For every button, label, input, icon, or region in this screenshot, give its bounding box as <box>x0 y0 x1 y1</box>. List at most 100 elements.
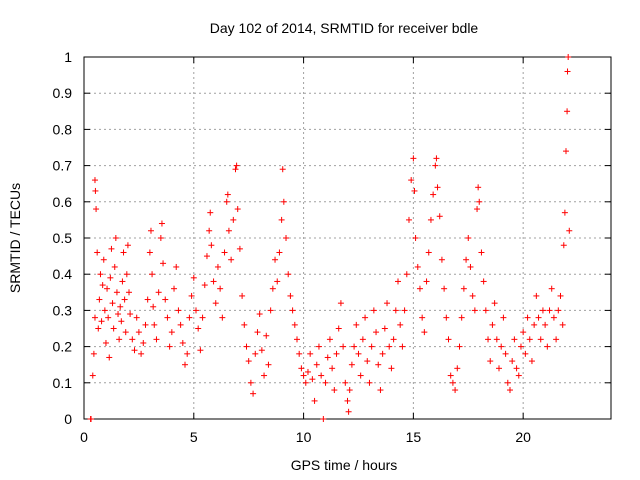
data-point <box>423 278 430 285</box>
data-point <box>105 314 112 321</box>
data-point <box>427 216 434 223</box>
data-point <box>302 379 309 386</box>
y-tick-label: 0.1 <box>53 375 73 391</box>
data-point <box>224 191 231 198</box>
data-point <box>298 365 305 372</box>
data-point <box>158 220 165 227</box>
data-point <box>219 314 226 321</box>
data-point <box>192 307 199 314</box>
data-point <box>285 271 292 278</box>
data-point <box>452 387 459 394</box>
data-point <box>485 336 492 343</box>
data-point <box>370 307 377 314</box>
data-point <box>381 325 388 332</box>
data-point <box>487 358 494 365</box>
data-point <box>368 343 375 350</box>
x-axis-label: GPS time / hours <box>291 457 398 473</box>
data-point <box>436 213 443 220</box>
data-point <box>515 372 522 379</box>
data-point <box>296 350 303 357</box>
data-point <box>146 249 153 256</box>
data-point <box>243 343 250 350</box>
data-point <box>311 397 318 404</box>
data-point <box>366 379 373 386</box>
data-point <box>447 372 454 379</box>
data-point <box>337 300 344 307</box>
y-tick-label: 0 <box>64 411 72 427</box>
data-point <box>307 350 314 357</box>
data-point <box>274 278 281 285</box>
plot-frame <box>83 56 612 420</box>
data-point <box>432 162 439 169</box>
data-point <box>278 216 285 223</box>
data-point <box>443 314 450 321</box>
data-point <box>489 321 496 328</box>
data-point <box>140 339 147 346</box>
y-axis-label: SRMTID / TECUs <box>7 183 23 293</box>
data-point <box>326 336 333 343</box>
data-point <box>500 314 507 321</box>
data-point <box>190 274 197 281</box>
data-point <box>340 343 347 350</box>
data-point <box>120 249 127 256</box>
data-point <box>186 314 193 321</box>
x-tick-label: 10 <box>296 429 312 445</box>
data-point <box>548 285 555 292</box>
axis-ticks: 00.10.20.30.40.50.60.70.80.910 5 10 15 20 <box>53 49 611 445</box>
data-point <box>206 227 213 234</box>
data-point <box>225 227 232 234</box>
data-point <box>232 166 239 173</box>
data-point <box>179 339 186 346</box>
data-point <box>153 336 160 343</box>
data-point <box>129 336 136 343</box>
data-point <box>90 350 97 357</box>
data-point <box>138 350 145 357</box>
data-point <box>182 361 189 368</box>
data-point <box>320 416 327 422</box>
data-point <box>544 343 551 350</box>
data-point <box>150 303 157 310</box>
data-point <box>433 155 440 162</box>
data-point <box>197 347 204 354</box>
data-point <box>300 372 307 379</box>
data-point <box>287 292 294 299</box>
data-point <box>195 325 202 332</box>
data-point <box>263 332 270 339</box>
data-point <box>265 361 272 368</box>
x-tick-label: 15 <box>406 429 422 445</box>
data-point <box>559 321 566 328</box>
data-point <box>359 336 366 343</box>
data-point <box>458 314 465 321</box>
data-point <box>254 329 261 336</box>
data-point <box>113 289 120 296</box>
data-point <box>475 184 482 191</box>
data-point <box>147 227 154 234</box>
data-point <box>517 343 524 350</box>
data-point <box>375 361 382 368</box>
data-point <box>203 253 210 260</box>
data-point <box>258 347 265 354</box>
data-point <box>335 325 342 332</box>
data-point <box>566 227 573 234</box>
data-point <box>272 256 279 263</box>
data-point <box>414 263 421 270</box>
data-point <box>460 285 467 292</box>
data-point <box>234 206 241 213</box>
data-point <box>504 379 511 386</box>
data-point <box>214 263 221 270</box>
data-point <box>528 358 535 365</box>
x-tick-label: 5 <box>190 429 198 445</box>
data-point <box>386 343 393 350</box>
data-point <box>239 292 246 299</box>
data-point <box>88 416 95 422</box>
data-point <box>313 361 320 368</box>
data-point <box>324 354 331 361</box>
data-point <box>482 307 489 314</box>
data-point <box>560 242 567 249</box>
data-point <box>502 350 509 357</box>
data-point <box>261 372 268 379</box>
data-point <box>315 343 322 350</box>
data-point <box>241 321 248 328</box>
data-point <box>184 350 191 357</box>
